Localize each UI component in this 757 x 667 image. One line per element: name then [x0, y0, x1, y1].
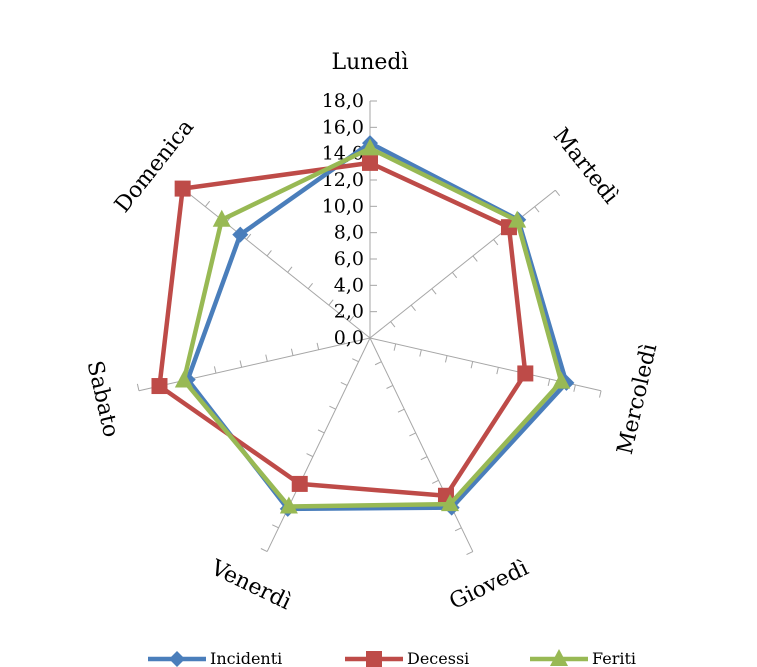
category-label-mercoledi: Mercoledì [613, 341, 662, 457]
legend-item-incidenti: Incidenti [148, 649, 282, 667]
tick-label: 8,0 [334, 222, 364, 244]
radar-axes [136, 100, 602, 556]
axis-tick-mark [393, 343, 397, 351]
data-point-decessi [174, 180, 191, 197]
category-label-venerdi: Venerdì [206, 555, 295, 615]
axis-tick-mark [493, 239, 499, 246]
axis-tick-mark [328, 299, 334, 306]
axis-martedi [369, 189, 556, 339]
axis-tick-mark [470, 361, 474, 369]
axis-tick-mark [554, 189, 561, 197]
legend-swatch-marker [169, 651, 185, 667]
legend-label: Feriti [592, 649, 636, 667]
axis-tick-mark [213, 366, 217, 374]
axis-tick-mark [306, 453, 314, 458]
axis-tick-mark [547, 378, 551, 386]
legend-label: Incidenti [210, 649, 282, 667]
data-series [151, 135, 575, 517]
axis-tick-mark [386, 385, 394, 389]
axis-tick-mark [496, 367, 499, 375]
axis-giovedi [369, 337, 474, 552]
category-labels: Lunedì Martedì Mercoledì Giovedì Venerdì Saba… [82, 50, 663, 615]
axis-tick-mark [307, 282, 313, 290]
axis-tick-mark [451, 272, 458, 279]
axis-tick-mark [444, 355, 448, 363]
axis-tick-mark [246, 233, 252, 240]
data-point-decessi [151, 378, 168, 395]
axis-tick-mark [419, 349, 422, 357]
tick-label: 16,0 [322, 116, 364, 138]
axis-tick-mark [317, 429, 325, 434]
data-point-decessi [517, 365, 534, 382]
axis-tick-mark [409, 432, 416, 437]
axis-tick-mark [329, 405, 336, 410]
data-point-feriti [552, 371, 571, 389]
category-label-giovedi: Giovedì [446, 556, 533, 615]
legend-swatch-marker [366, 651, 382, 667]
category-label-sabato: Sabato [82, 359, 124, 440]
axis-tick-mark [573, 384, 576, 392]
data-point-feriti [279, 496, 298, 514]
data-point-decessi [291, 475, 308, 492]
legend-item-decessi: Decessi [345, 649, 469, 667]
tick-label: 6,0 [334, 248, 364, 270]
axis-tick-mark [136, 383, 140, 391]
data-point-feriti [174, 370, 193, 388]
axis-tick-mark [432, 479, 439, 484]
legend-item-feriti: Feriti [530, 649, 636, 667]
axis-tick-mark [374, 361, 382, 366]
axis-tick-mark [420, 456, 428, 461]
axis-tick-mark [265, 354, 268, 362]
tick-label: 0,0 [334, 327, 364, 349]
tick-label: 4,0 [334, 274, 364, 296]
axis-tick-mark [290, 348, 294, 356]
legend-swatch-marker [550, 649, 568, 666]
axis-tick-mark [431, 288, 437, 295]
data-point-feriti [508, 210, 527, 228]
radial-tick-labels: 0,0 2,0 4,0 6,0 8,0 10,0 12,0 14,0 16,0 18,0 [322, 90, 364, 349]
axis-domenica [184, 189, 371, 339]
axis-tick-mark [287, 266, 293, 273]
series-line-feriti [181, 146, 564, 509]
axis-tick-mark [266, 250, 272, 257]
category-label-lunedi: Lunedì [331, 50, 408, 75]
axis-tick-mark [472, 255, 478, 262]
axis-tick-mark [466, 551, 474, 556]
tick-label: 2,0 [334, 301, 364, 323]
tick-label: 12,0 [322, 169, 364, 191]
series-line-decessi [157, 160, 528, 499]
data-point-feriti [212, 209, 231, 227]
axis-tick-mark [454, 527, 462, 532]
axis-tick-mark [349, 315, 355, 322]
data-point-feriti [440, 494, 459, 512]
axis-tick-mark [272, 524, 279, 529]
axis-tick-mark [352, 358, 359, 363]
axis-tick-mark [342, 336, 345, 344]
series-incidenti [179, 135, 575, 517]
data-point-feriti [361, 138, 379, 156]
axis-tick-mark [340, 381, 348, 386]
axis-tick-mark [410, 304, 416, 311]
data-point-incidenti [232, 226, 249, 243]
axis-tick-mark [397, 408, 405, 413]
tick-label: 18,0 [322, 90, 364, 112]
axis-tick-mark [204, 200, 211, 207]
axis-tick-mark [316, 342, 320, 350]
legend-label: Decessi [407, 649, 469, 667]
legend: Incidenti Decessi Feriti [148, 649, 636, 667]
data-point-decessi [362, 154, 378, 171]
category-label-domenica: Domenica [110, 115, 199, 218]
axis-tick-mark [260, 548, 268, 552]
category-label-martedi: Martedì [548, 124, 623, 209]
axis-tick-mark [534, 206, 540, 213]
tick-label: 10,0 [322, 195, 364, 217]
axis-tick-mark [239, 360, 243, 368]
series-feriti [174, 138, 571, 514]
axis-sabato [138, 337, 371, 392]
axis-venerdi [266, 337, 371, 552]
tick-label: 14,0 [322, 143, 364, 165]
axis-tick-mark [390, 321, 396, 328]
axis-tick-mark [599, 390, 602, 398]
